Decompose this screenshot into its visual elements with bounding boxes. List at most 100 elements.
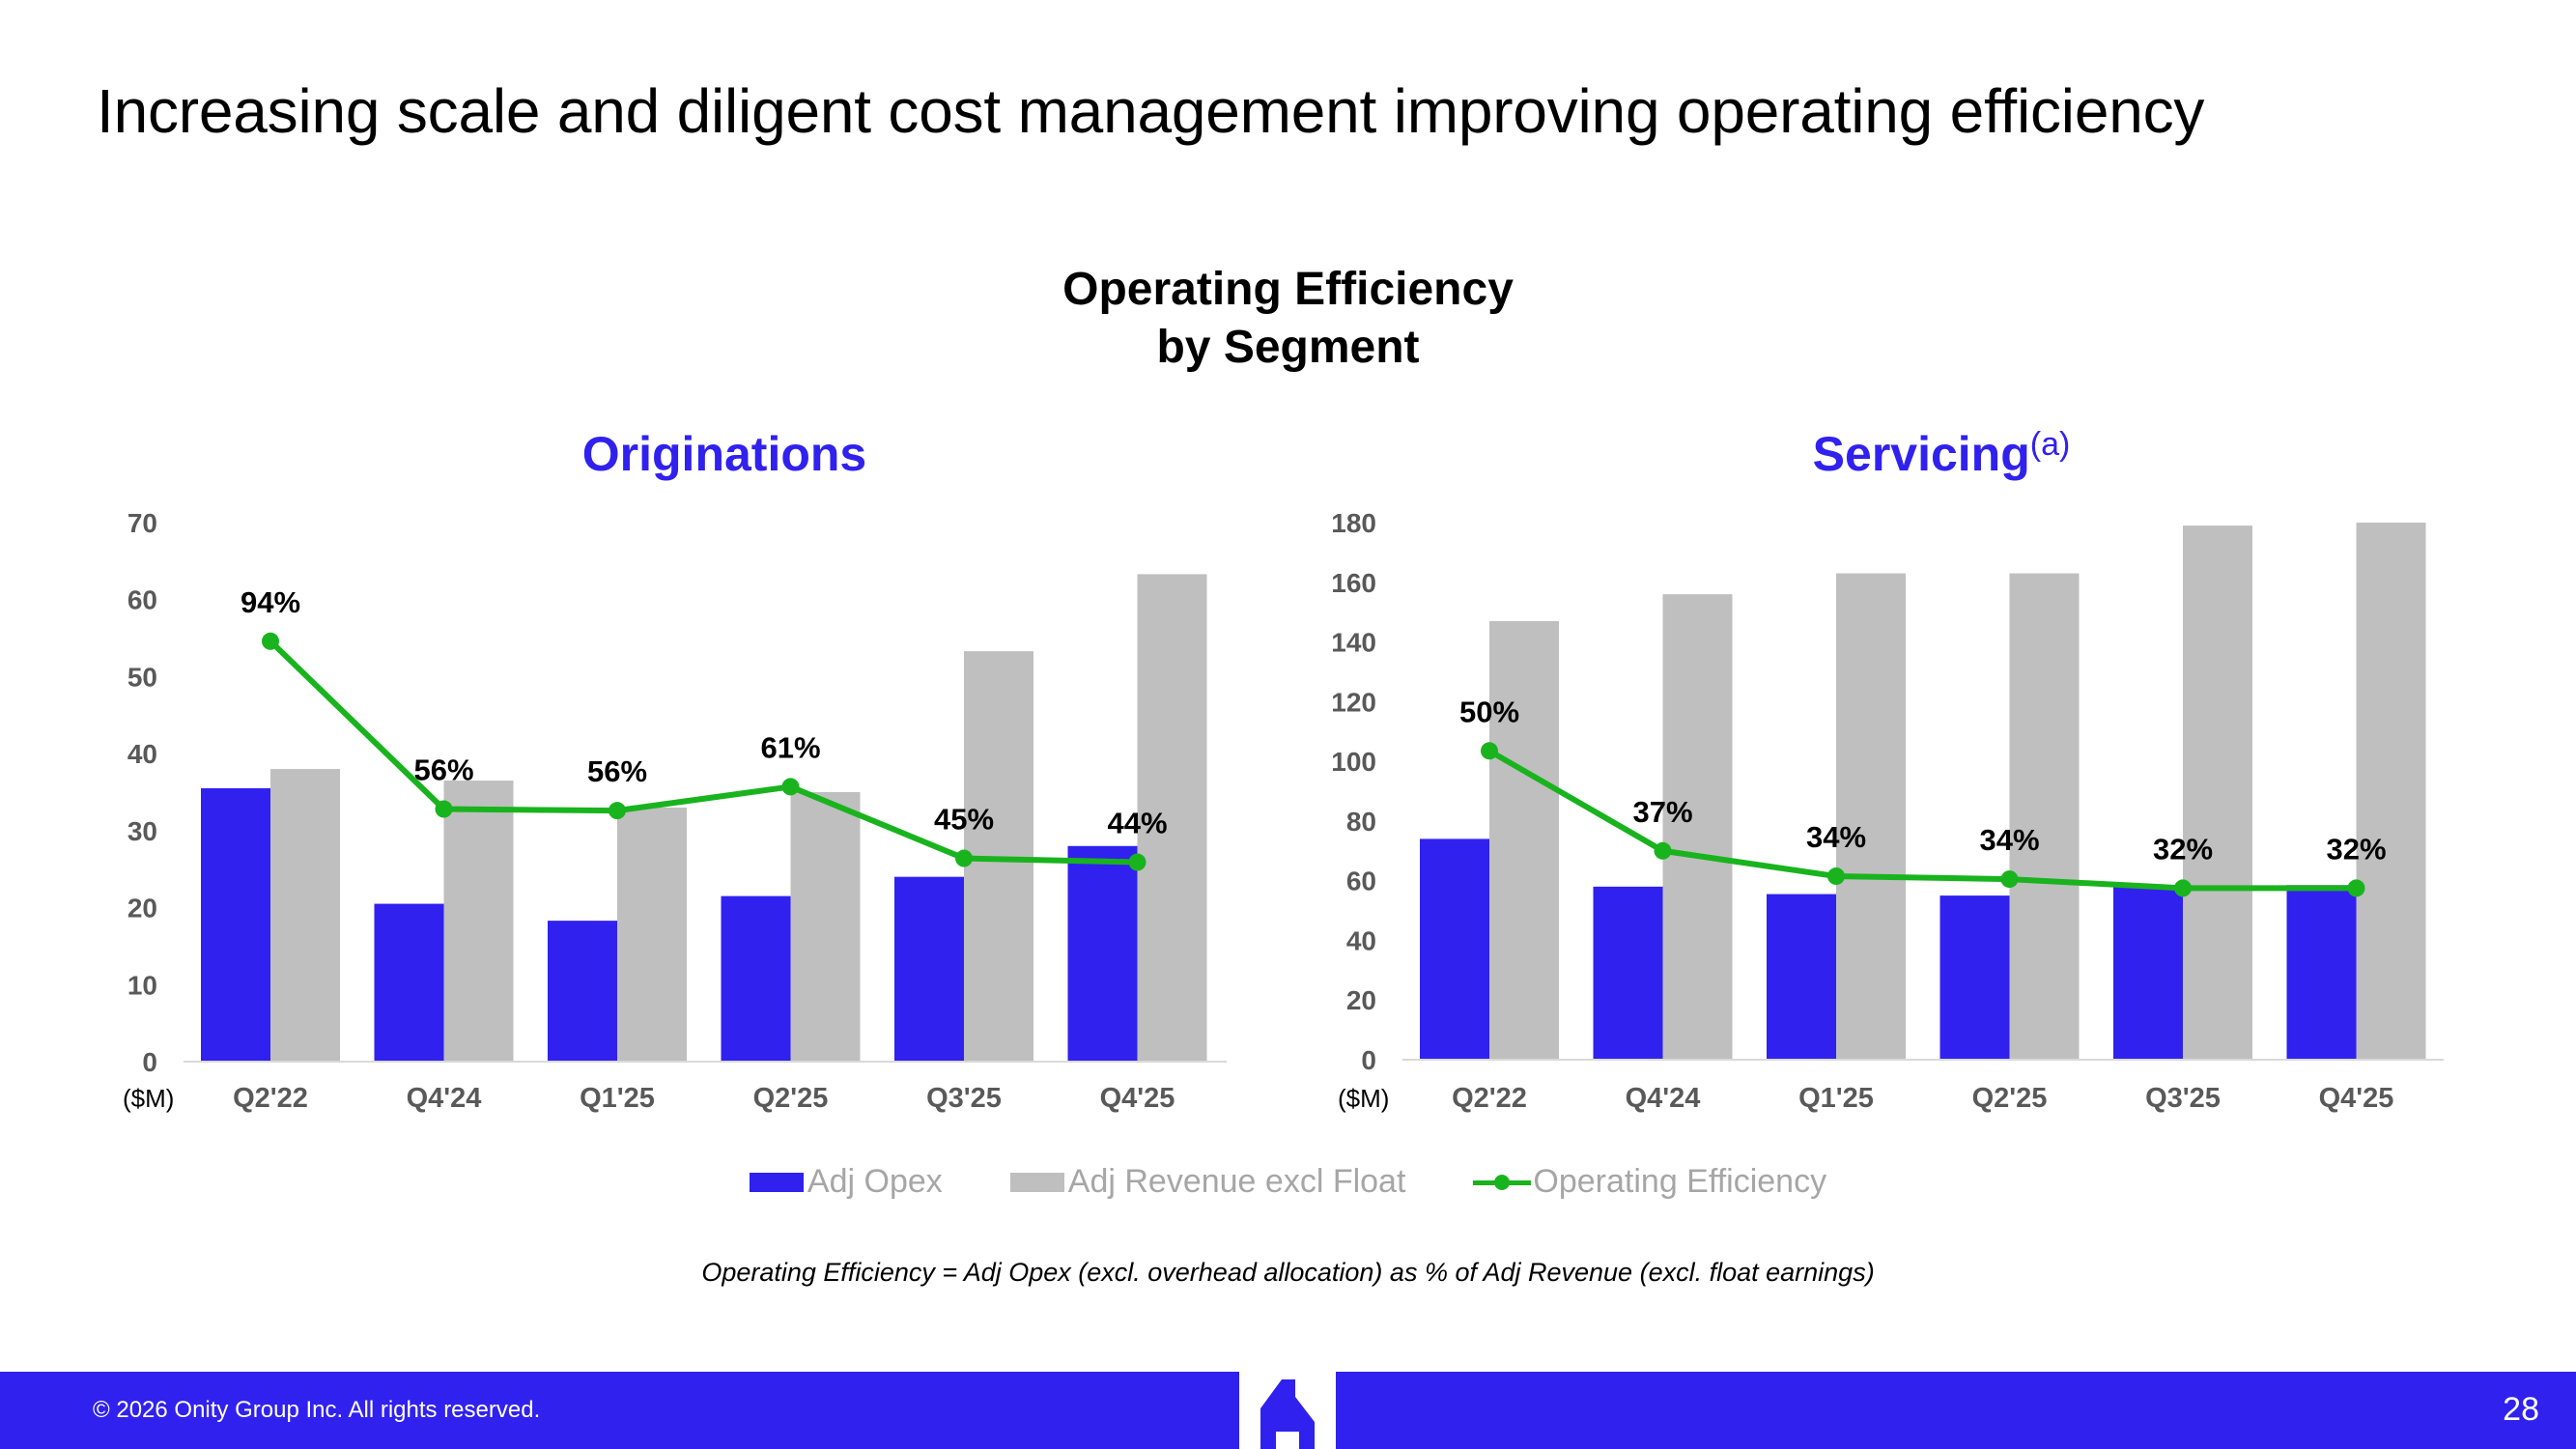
legend-item-efficiency: Operating Efficiency [1473, 1163, 1826, 1201]
servicing-bar-revenue [1489, 620, 1559, 1060]
originations-efficiency-label: 44% [1107, 807, 1167, 840]
servicing-chart-title-superscript: (a) [2030, 426, 2071, 463]
servicing-xtick-label: Q2'22 [1452, 1083, 1527, 1114]
house-logo-icon [1239, 1372, 1336, 1449]
servicing-ytick-label: 40 [1346, 925, 1376, 955]
servicing-bar-opex [2286, 885, 2357, 1060]
legend-label-revenue: Adj Revenue excl Float [1067, 1163, 1406, 1200]
servicing-xtick-label: Q3'25 [2145, 1083, 2221, 1114]
originations-efficiency-line [268, 639, 1138, 866]
servicing-ytick-label: 80 [1346, 807, 1376, 837]
originations-ytick-label: 20 [127, 894, 157, 923]
servicing-bar-revenue [1662, 594, 1733, 1060]
originations-xtick-label: Q4'25 [1100, 1083, 1175, 1114]
originations-bar-opex [1067, 845, 1138, 1062]
servicing-efficiency-line [1487, 748, 2357, 892]
originations-bar-revenue [790, 792, 861, 1062]
legend-item-opex: Adj Opex [749, 1163, 943, 1201]
servicing-xtick-label: Q4'24 [1626, 1083, 1701, 1114]
servicing-ytick-label: 120 [1331, 687, 1376, 717]
servicing-bar-revenue [2183, 526, 2252, 1060]
originations-bar-revenue [270, 769, 340, 1062]
originations-bar-revenue [443, 781, 514, 1062]
servicing-ytick-label: 180 [1331, 508, 1376, 538]
originations-ytick-label: 40 [127, 739, 157, 769]
originations-bar-opex [548, 921, 617, 1062]
servicing-bar-opex [1593, 886, 1663, 1060]
servicing-efficiency-point [2347, 879, 2365, 897]
originations-efficiency-label: 61% [760, 730, 820, 764]
originations-ytick-label: 50 [127, 662, 157, 692]
servicing-efficiency-point [1654, 841, 1672, 860]
servicing-bar-opex [2113, 886, 2183, 1060]
originations-efficiency-label: 56% [413, 753, 473, 787]
footnote: Operating Efficiency = Adj Opex (excl. o… [701, 1258, 1875, 1287]
originations-efficiency-point [435, 800, 453, 818]
servicing-efficiency-label: 34% [1979, 823, 2039, 857]
servicing-efficiency-point [2174, 879, 2192, 897]
servicing-xtick-label: Q2'25 [1972, 1083, 2048, 1114]
servicing-xtick-label: Q1'25 [1798, 1083, 1874, 1114]
originations-efficiency-label: 94% [241, 585, 300, 619]
servicing-bar-revenue [2009, 573, 2080, 1060]
servicing-bar-revenue [2356, 523, 2426, 1060]
legend-swatch-efficiency [1473, 1173, 1532, 1192]
originations-bar-revenue [1137, 574, 1207, 1062]
originations-ytick-label: 60 [127, 585, 157, 615]
servicing-xtick-label: Q4'25 [2319, 1083, 2394, 1114]
servicing-bar-opex [1767, 894, 1836, 1060]
servicing-efficiency-label: 37% [1632, 795, 1692, 829]
originations-bar-revenue [617, 807, 687, 1062]
servicing-ytick-label: 140 [1331, 628, 1376, 658]
chart-heading-line1: Operating Efficiency [1062, 264, 1514, 315]
servicing-ytick-label: 60 [1346, 867, 1376, 896]
originations-ytick-label: 0 [142, 1047, 157, 1077]
legend-swatch-opex [749, 1172, 804, 1192]
legend-label-efficiency: Operating Efficiency [1533, 1163, 1827, 1200]
chart-heading-line2: by Segment [1156, 322, 1420, 373]
page-number: 28 [2503, 1391, 2539, 1428]
chart-heading: Operating Efficiency by Segment [0, 261, 2576, 377]
originations-bar-opex [894, 876, 964, 1062]
servicing-ytick-label: 20 [1346, 985, 1376, 1015]
servicing-ytick-label: 0 [1361, 1045, 1376, 1075]
originations-bar-opex [721, 895, 791, 1062]
originations-efficiency-label: 45% [934, 803, 994, 837]
originations-xtick-label: Q1'25 [580, 1083, 655, 1114]
servicing-efficiency-point [2000, 870, 2019, 889]
originations-efficiency-point [262, 632, 279, 650]
originations-efficiency-point [1128, 853, 1146, 871]
chart-legend: Adj Opex Adj Revenue excl Float Operatin… [0, 1163, 2576, 1201]
servicing-bar-revenue [1836, 573, 1906, 1060]
copyright-text: © 2026 Onity Group Inc. All rights reser… [93, 1397, 541, 1423]
legend-label-opex: Adj Opex [807, 1163, 943, 1200]
originations-chart-title-text: Originations [582, 427, 866, 481]
servicing-bar-opex [1420, 838, 1489, 1060]
originations-chart-title: Originations [582, 427, 866, 481]
legend-swatch-revenue [1009, 1172, 1064, 1192]
originations-ytick-label: 10 [127, 970, 157, 1000]
originations-ytick-label: 70 [127, 508, 157, 538]
servicing-efficiency-label: 32% [2153, 832, 2213, 866]
originations-unit-label: ($M) [123, 1084, 174, 1113]
servicing-efficiency-label: 50% [1459, 695, 1519, 728]
originations-bar-opex [201, 788, 270, 1062]
footer-bar: © 2026 Onity Group Inc. All rights reser… [0, 1372, 2576, 1449]
originations-xtick-label: Q2'25 [753, 1083, 829, 1114]
page-title: Increasing scale and diligent cost manag… [97, 76, 2205, 146]
servicing-bar-opex [1939, 895, 2010, 1060]
servicing-efficiency-label: 34% [1806, 820, 1866, 854]
originations-ytick-label: 30 [127, 816, 157, 846]
originations-efficiency-label: 56% [587, 754, 647, 788]
servicing-efficiency-label: 32% [2326, 832, 2386, 866]
originations-efficiency-point [781, 778, 800, 796]
servicing-efficiency-point [1827, 867, 1845, 886]
originations-efficiency-point [609, 802, 626, 820]
originations-bar-opex [374, 903, 444, 1062]
servicing-chart-title: Servicing(a) [1813, 426, 2071, 481]
servicing-unit-label: ($M) [1338, 1084, 1389, 1113]
originations-xtick-label: Q2'22 [233, 1083, 308, 1114]
originations-efficiency-point [955, 849, 973, 867]
servicing-chart-title-text: Servicing [1813, 427, 2030, 481]
